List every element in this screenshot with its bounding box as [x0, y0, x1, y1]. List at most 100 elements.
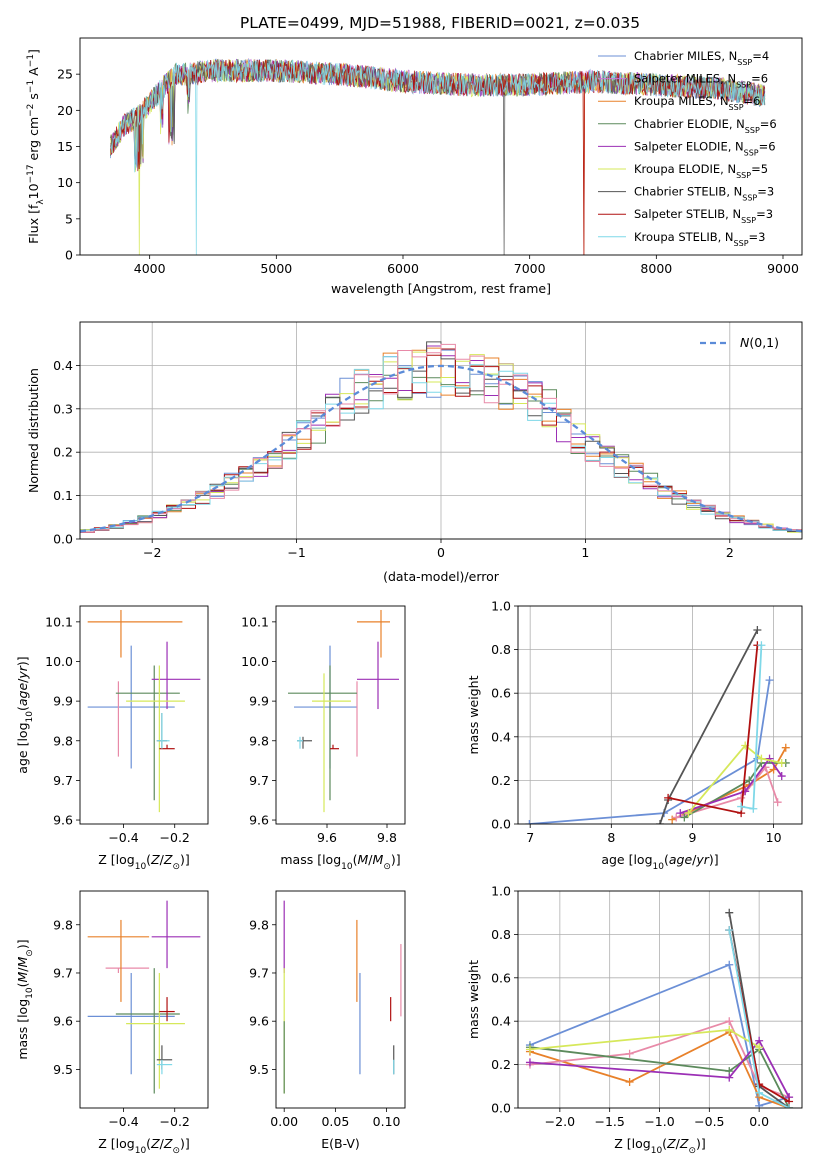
label-part: )]	[696, 1136, 706, 1151]
x-tick-label: 9000	[767, 261, 799, 276]
plus-marker	[625, 1049, 634, 1058]
y-tick-label: 0.0	[491, 1101, 511, 1116]
x-tick-label: −2.0	[545, 1114, 575, 1129]
legend-count: =6	[760, 117, 777, 131]
axes-frame	[275, 890, 406, 1109]
legend-text: (0,1)	[749, 335, 779, 350]
legend: N(0,1)	[700, 335, 779, 350]
axes-frame	[79, 37, 803, 256]
errorbar-point-8	[159, 997, 175, 1022]
label-part: /	[160, 852, 165, 867]
legend-sub: SSP	[744, 148, 759, 157]
x-axis-label: mass [log10(M/M⊙)]	[280, 852, 400, 872]
y-tick-label: 20	[57, 103, 73, 118]
y-tick-label: 0.0	[491, 817, 511, 832]
y-tick-label: 9.6	[249, 1014, 269, 1029]
label-part: age	[15, 683, 30, 707]
errorbar-point-8	[330, 744, 339, 750]
label-part: s	[26, 93, 41, 104]
plus-marker	[781, 743, 790, 752]
x-tick-label: 0.10	[373, 1114, 401, 1129]
x-tick-label: −0.4	[108, 830, 138, 845]
x-tick-label: 0	[437, 545, 445, 560]
y-tick-label: 9.8	[249, 733, 269, 748]
x-tick-label: 9.8	[377, 830, 397, 845]
axes-frame	[275, 605, 406, 825]
axes-frame	[79, 321, 803, 540]
y-tick-label: 9.6	[53, 813, 73, 828]
x-tick-label: 0.00	[270, 1114, 298, 1129]
x-tick-label: −2	[143, 545, 161, 560]
y-tick-label: 0.4	[491, 1014, 511, 1029]
plus-marker	[676, 809, 685, 818]
plot-area-spectrum	[110, 57, 766, 255]
x-axis-label: wavelength [Angstrom, rest frame]	[331, 281, 551, 296]
y-tick-label: 10.1	[45, 614, 73, 629]
label-part: 10	[651, 1146, 663, 1156]
weight-series-6	[529, 1028, 760, 1051]
label-part: )]	[391, 852, 401, 867]
label-part: )]	[709, 852, 719, 867]
label-part: ⊙	[383, 862, 391, 872]
plus-marker	[773, 798, 782, 807]
plot-area-age_vs_Z	[87, 609, 201, 813]
plus-marker	[725, 960, 734, 969]
figure-title: PLATE=0499, MJD=51988, FIBERID=0021, z=0…	[240, 14, 640, 32]
y-tick-label: 9.9	[53, 694, 73, 709]
y-tick-label: 9.5	[249, 1062, 269, 1077]
label-part: 10	[135, 862, 147, 872]
legend-sub: SSP	[736, 171, 751, 180]
axes-frame	[517, 605, 803, 825]
legend-text: Salpeter STELIB, N	[634, 207, 741, 221]
axes-frame	[79, 605, 209, 825]
plus-marker	[737, 802, 746, 811]
x-tick-label: −1.0	[644, 1114, 674, 1129]
legend-sub: SSP	[734, 238, 749, 247]
plus-marker	[525, 820, 534, 824]
errorbar-point-4	[115, 665, 180, 801]
label-part: ⊙	[25, 949, 35, 957]
panel-residuals: −2 −1 0 1 2 0.0 0.1 0.2 0.3 0.4 (data-model)/error…	[26, 321, 803, 584]
weight-series-1	[529, 963, 790, 1107]
legend-entry: Kroupa STELIB, NSSP=3	[634, 230, 765, 248]
normal-curve	[80, 364, 802, 533]
y-tick-label: 9.8	[249, 917, 269, 932]
legend-entry: Kroupa MILES, NSSP=6	[634, 94, 760, 112]
y-tick-label: 15	[57, 139, 73, 154]
legend-entry: N(0,1)	[740, 335, 779, 350]
label-part: λ	[36, 199, 46, 205]
label-part: (	[15, 706, 30, 711]
plus-marker	[656, 820, 664, 824]
y-tick-label: 0	[65, 248, 73, 263]
y-tick-label: 9.6	[249, 813, 269, 828]
label-part: 10	[26, 183, 41, 199]
legend-count: =4	[752, 49, 769, 63]
errorbar-point-3	[87, 609, 183, 658]
y-tick-label: 10.1	[241, 614, 269, 629]
label-part: age	[669, 852, 693, 867]
plot-area-weight_vs_age	[525, 625, 790, 824]
errorbar-point-9	[156, 713, 170, 749]
plus-marker	[757, 754, 766, 763]
errorbar-point-2	[105, 967, 150, 973]
errorbar-point-5	[357, 641, 399, 710]
errorbar-point-3	[87, 919, 150, 1002]
legend-text: Salpeter MILES, N	[634, 72, 736, 86]
label-part: (	[146, 852, 151, 867]
y-tick-label: 0.2	[491, 773, 511, 788]
label-part: −1	[26, 54, 36, 67]
errorbar-point-4	[115, 968, 180, 1094]
legend-count: =3	[756, 207, 773, 221]
plus-marker	[757, 641, 766, 650]
y-tick-label: 0.1	[53, 488, 73, 503]
panel-mass_vs_ebv: 0.00 0.05 0.10 9.5 9.6 9.7 9.8 E(B-V)	[249, 890, 406, 1151]
errorbar-point-5	[151, 900, 201, 969]
weight-series-5	[680, 757, 783, 814]
plus-marker	[664, 793, 673, 802]
label-part: Flux [f	[26, 204, 41, 244]
plus-marker	[668, 815, 677, 824]
legend-entry: Chabrier STELIB, NSSP=3	[634, 185, 774, 203]
label-part: /	[692, 852, 697, 867]
label-part: (	[353, 852, 358, 867]
